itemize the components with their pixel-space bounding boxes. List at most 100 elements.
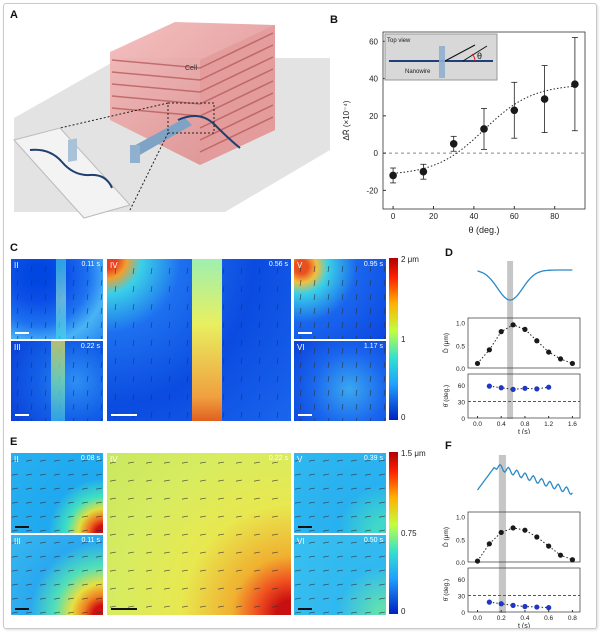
quiver-arrow [101,335,103,339]
quiver-arrow [258,357,261,365]
quiver-arrow [299,403,302,411]
quiver-arrow [313,375,316,383]
quiver-arrow [369,307,372,315]
quiver-arrow [383,321,386,329]
quiver-arrow [16,347,19,355]
quiver-arrow [336,459,344,462]
quiver-arrow [67,501,75,504]
quiver-arrow [235,479,243,482]
quiver-arrow [308,597,316,600]
quiver-arrow [11,459,19,462]
quiver-arrow [25,515,33,518]
chartD-d-ytick-label: 1.0 [456,321,465,328]
scale-bar [15,526,29,528]
quiver-arrow [300,335,302,339]
quiver-arrow [384,335,386,339]
quiver-arrow [364,583,372,586]
quiver-arrow [30,375,33,383]
quiver-arrow [328,417,330,421]
quiver-arrow [222,393,225,401]
quiver-arrow [378,611,386,614]
b-data-point [389,171,397,180]
quiver-arrow [222,303,225,311]
quiver-arrow [222,339,225,347]
panel-a-schematic: Cell [13,22,330,219]
quiver-arrow [114,285,117,293]
quiver-arrow [294,583,302,586]
tile-label: VI [297,343,305,352]
e-tile-iv: IV 0.22 s [106,452,292,616]
quiver-arrow [313,279,316,287]
quiver-arrow [114,357,117,365]
chartD-d-fit [477,324,573,364]
quiver-arrow [81,459,89,462]
quiver-arrow [369,375,372,383]
quiver-arrow [341,375,344,383]
quiver-arrow [364,501,372,504]
quiver-arrow [114,339,117,347]
quiver-arrow [253,605,261,608]
quiver-arrow [258,339,261,347]
quiver-arrow [355,279,358,287]
quiver-arrow [16,389,19,397]
chartF-d-point [486,541,492,547]
quiver-arrow [350,541,358,544]
quiver-arrow [199,479,207,482]
quiver-arrow [25,583,33,586]
quiver-arrow [109,533,117,536]
b-inset-nanowire-label: Nanowire [405,69,431,75]
quiver-arrow [163,605,171,608]
chartD-xtick-label: 1.6 [568,421,577,428]
quiver-arrow [25,569,33,572]
quiver-arrow [217,569,225,572]
quiver-arrow [240,321,243,329]
quiver-arrow [342,335,344,339]
quiver-arrow [150,303,153,311]
quiver-arrow [308,555,316,558]
quiver-arrow [30,279,33,287]
chartF-d-point [474,558,481,564]
quiver-arrow [235,569,243,572]
quiver-arrow [39,459,47,462]
chartD-d-axes [467,317,581,369]
b-ytick-label: -20 [366,186,378,195]
quiver-arrow [150,267,153,275]
quiver-arrow [95,597,103,600]
panel-label-f: F [445,440,452,452]
quiver-arrow [378,473,386,476]
chartD-theta-point [546,384,552,390]
quiver-arrow [327,265,330,273]
quiver-arrow [95,487,103,490]
quiver-arrow [271,551,279,554]
e-cbar-mid: 0.75 [401,529,417,538]
quiver-arrow [150,285,153,293]
quiver-arrow [81,597,89,600]
quiver-arrow [150,357,153,365]
quiver-arrow [199,497,207,500]
quiver-arrow [364,569,372,572]
quiver-arrow [86,321,89,329]
quiver-arrow [181,461,189,464]
quiver-arrow [308,487,316,490]
quiver-arrow [44,375,47,383]
quiver-arrow [378,529,386,532]
chartF-d-point [534,534,540,540]
quiver-arrow [150,411,153,419]
quiver-arrow [222,285,225,293]
quiver-arrow [222,357,225,365]
quiver-arrow [378,515,386,518]
chartD-xtick-label: 0.4 [497,421,506,428]
quiver-arrow [53,611,61,614]
chartD-d-point [486,347,492,353]
panel-f-chart: 0.0 0.5 1.0 D̄ (μm) 0 30 60 θ̄ (deg.) 0.0 0.2 0.4 0… [442,455,581,628]
quiver-arrow [145,587,153,590]
quiver-arrow [81,555,89,558]
c-tile-iii: III 0.22 s [10,340,104,422]
quiver-arrow [350,487,358,490]
quiver-arrow [44,293,47,301]
chartD-theta-ytick-label: 30 [458,400,466,407]
quiver-arrow [341,279,344,287]
quiver-arrow [308,515,316,518]
quiver-arrow [11,487,19,490]
quiver-arrow [369,265,372,273]
